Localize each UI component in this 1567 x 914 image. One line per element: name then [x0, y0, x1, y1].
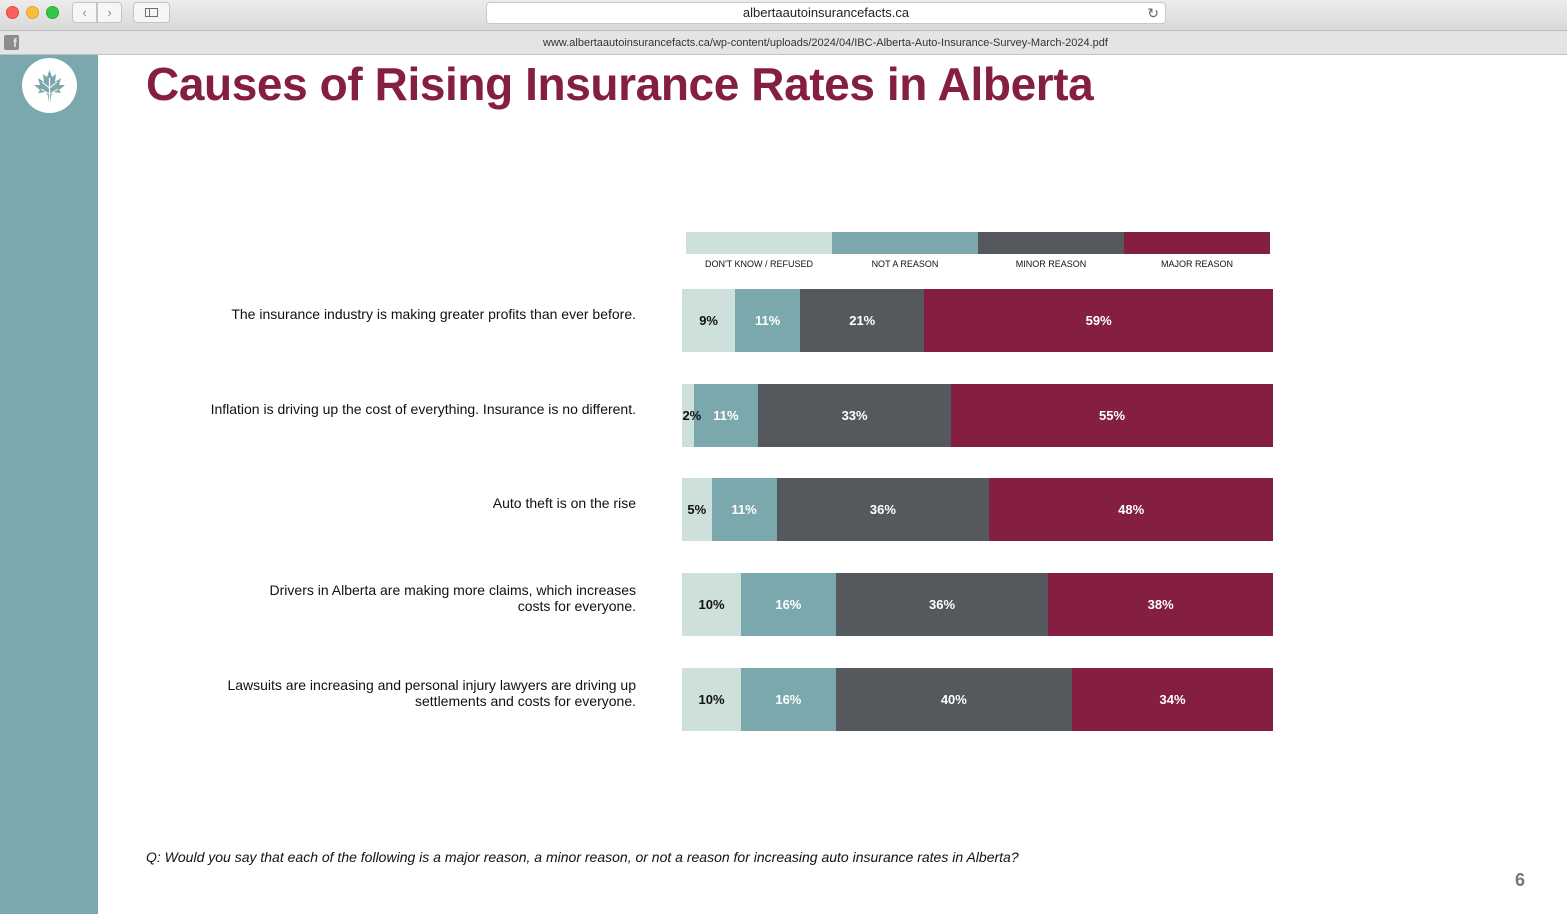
address-bar-domain: albertaautoinsurancefacts.ca: [742, 5, 910, 20]
bar-segment: 11%: [735, 289, 801, 352]
data-label: 16%: [775, 597, 802, 612]
bar-row: 9% 11% 21% 59%: [682, 289, 1273, 352]
data-label: 10%: [698, 692, 725, 707]
bar-segment: 36%: [835, 573, 1049, 636]
page-number: 6: [1515, 870, 1526, 890]
row-label: The insurance industry is making greater…: [231, 306, 636, 322]
pdf-url-label: www.albertaautoinsurancefacts.ca/wp-cont…: [543, 37, 1108, 49]
slide-title: Causes of Rising Insurance Rates in Albe…: [146, 58, 1094, 110]
address-bar[interactable]: albertaautoinsurancefacts.ca ↻: [486, 2, 1166, 24]
data-label: 9%: [699, 313, 718, 328]
legend-swatch: [978, 232, 1124, 254]
data-label: 38%: [1147, 597, 1174, 612]
bar-row: 5% 11% 36% 48%: [682, 478, 1273, 541]
reload-icon[interactable]: ↻: [1147, 5, 1159, 21]
bookmark-bar: f www.albertaautoinsurancefacts.ca/wp-co…: [0, 31, 1567, 55]
data-label: 36%: [869, 502, 896, 517]
data-label: 36%: [929, 597, 956, 612]
data-label: 11%: [755, 313, 781, 328]
chart-legend: DON'T KNOW / REFUSED NOT A REASON MINOR RE…: [686, 232, 1270, 272]
window-close-button[interactable]: [6, 6, 19, 19]
legend-item: NOT A REASON: [832, 232, 978, 272]
data-label: 21%: [849, 313, 876, 328]
maple-leaf-logo: [22, 58, 77, 113]
data-label: 34%: [1159, 692, 1186, 707]
legend-swatch: [1124, 232, 1270, 254]
row-label: Inflation is driving up the cost of ever…: [210, 401, 636, 417]
survey-question: Q: Would you say that each of the follow…: [146, 849, 1019, 865]
legend-item: DON'T KNOW / REFUSED: [686, 232, 832, 272]
data-label: 48%: [1118, 502, 1145, 517]
bar-segment: 38%: [1048, 573, 1273, 636]
facebook-icon[interactable]: f: [4, 35, 19, 50]
legend-item: MAJOR REASON: [1124, 232, 1270, 272]
data-label: 5%: [687, 502, 707, 517]
data-label: 33%: [841, 408, 868, 423]
bar-segment: 36%: [776, 478, 990, 541]
legend-item: MINOR REASON: [978, 232, 1124, 272]
data-label: 59%: [1085, 313, 1112, 328]
data-label: 16%: [775, 692, 802, 707]
legend-swatch: [686, 232, 832, 254]
window-minimize-button[interactable]: [26, 6, 39, 19]
data-label: 11%: [731, 502, 757, 517]
forward-button[interactable]: ›: [97, 2, 122, 23]
bar-row: 10% 16% 36% 38%: [682, 573, 1273, 636]
bar-segment: 34%: [1072, 668, 1273, 731]
bar-segment: 48%: [989, 478, 1273, 541]
back-button[interactable]: ‹: [72, 2, 97, 23]
bar-row: 2% 11% 33% 55%: [682, 384, 1273, 447]
chevron-right-icon: ›: [107, 5, 112, 20]
bar-row: 10% 16% 40% 34%: [682, 668, 1273, 731]
bar-segment: 59%: [924, 289, 1273, 352]
row-label: Lawsuits are increasing and personal inj…: [227, 677, 636, 709]
bar-segment: 33%: [758, 384, 952, 447]
data-label: 40%: [940, 692, 967, 707]
legend-label: MINOR REASON: [1015, 259, 1087, 269]
data-label: 2%: [682, 408, 702, 423]
row-label: Auto theft is on the rise: [492, 495, 636, 511]
bar-segment: 2%: [682, 384, 701, 447]
sidebar-icon: [145, 8, 158, 17]
legend-label: NOT A REASON: [871, 259, 939, 269]
bar-segment: 16%: [741, 668, 836, 731]
bar-segment: 21%: [800, 289, 925, 352]
browser-titlebar: ‹ › albertaautoinsurancefacts.ca ↻: [0, 0, 1567, 31]
data-label: 55%: [1099, 408, 1126, 423]
bar-segment: 10%: [682, 668, 742, 731]
bar-segment: 9%: [682, 289, 736, 352]
legend-label: MAJOR REASON: [1160, 259, 1233, 269]
bar-segment: 11%: [693, 384, 759, 447]
slide-sidebar-band: [0, 55, 98, 914]
window-zoom-button[interactable]: [46, 6, 59, 19]
legend-label: DON'T KNOW / REFUSED: [704, 259, 814, 269]
bar-segment: 5%: [682, 478, 712, 541]
bar-segment: 55%: [951, 384, 1273, 447]
bar-segment: 40%: [835, 668, 1073, 731]
bar-segment: 16%: [741, 573, 836, 636]
bar-segment: 11%: [711, 478, 777, 541]
maple-leaf-icon: [34, 70, 65, 102]
bar-segment: 10%: [682, 573, 742, 636]
data-label: 10%: [698, 597, 725, 612]
row-label: Drivers in Alberta are making more claim…: [269, 582, 636, 614]
data-label: 11%: [713, 408, 739, 423]
sidebar-toggle-button[interactable]: [133, 2, 170, 23]
chevron-left-icon: ‹: [82, 5, 87, 20]
legend-swatch: [832, 232, 978, 254]
